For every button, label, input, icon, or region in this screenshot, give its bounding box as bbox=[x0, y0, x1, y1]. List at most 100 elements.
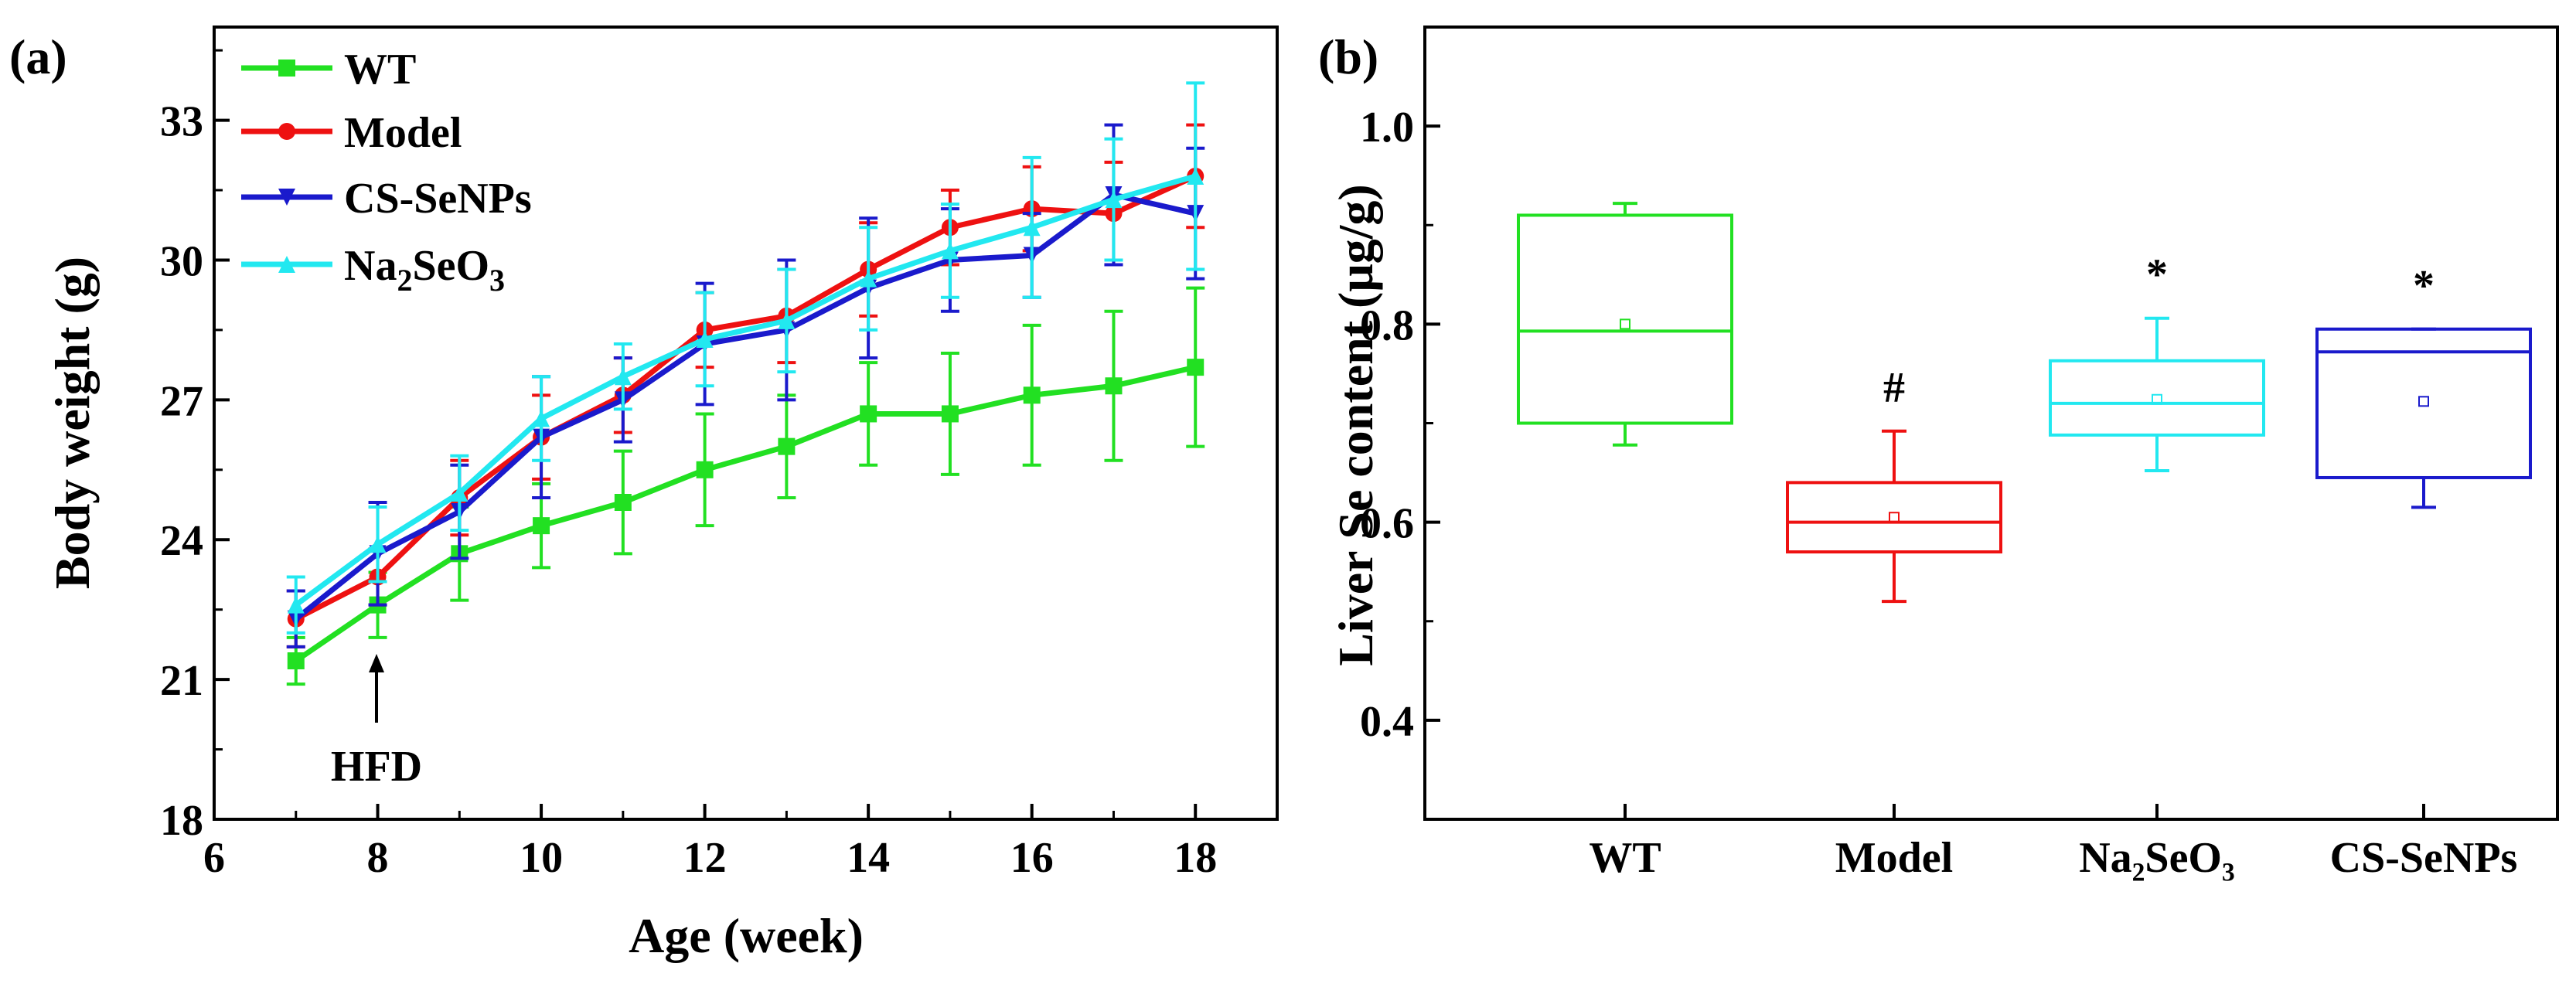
series-na bbox=[286, 81, 1205, 635]
x-tick-label-a: 16 bbox=[1010, 834, 1054, 882]
legend-label: Model bbox=[344, 109, 462, 157]
data-point bbox=[451, 484, 469, 502]
y-tick-label-a: 18 bbox=[160, 797, 203, 845]
y-tick-label-a: 27 bbox=[160, 377, 203, 425]
legend-label-text: WT bbox=[344, 46, 416, 94]
series-layer-a bbox=[286, 81, 1205, 686]
box-3: * bbox=[2049, 251, 2265, 472]
data-point bbox=[941, 242, 959, 260]
legend-label: Na2SeO3 bbox=[344, 242, 505, 298]
hfd-arrow-icon bbox=[369, 654, 384, 672]
data-point bbox=[860, 270, 877, 288]
data-point bbox=[778, 311, 796, 329]
legend-item: CS-SeNPs bbox=[241, 175, 532, 223]
series-line bbox=[294, 364, 1197, 663]
y-tick-label-a: 33 bbox=[160, 98, 203, 146]
x-tick-label-b: Na₂SeO₃ bbox=[2079, 834, 2235, 882]
y-tick-label-b: 0.8 bbox=[1360, 301, 1414, 349]
series-line bbox=[294, 192, 1197, 621]
y-axis-title-b: Liver Se content (μg/g) bbox=[1328, 184, 1383, 665]
data-point bbox=[614, 494, 632, 511]
box-mean bbox=[1620, 318, 1630, 330]
axis-ticks-b: 0.4 0.6 0.8 1.0 WT Model Na₂SeO₃ CS-SeNPs bbox=[1360, 104, 2517, 882]
data-point bbox=[614, 368, 632, 386]
x-axis-title-a: Age (week) bbox=[629, 908, 864, 963]
y-tick-label-a: 24 bbox=[160, 517, 203, 565]
panel-label-b: (b) bbox=[1318, 29, 1378, 84]
data-point bbox=[1187, 359, 1205, 376]
significance-mark: * bbox=[2146, 251, 2168, 299]
legend-label: CS-SeNPs bbox=[344, 175, 532, 223]
legend-marker bbox=[278, 256, 295, 273]
plot-frame-a bbox=[213, 26, 1279, 821]
box-1 bbox=[1517, 202, 1733, 447]
legend-marker bbox=[278, 123, 295, 140]
box-mean bbox=[2418, 396, 2429, 407]
x-tick-label-a: 8 bbox=[367, 834, 389, 882]
data-point bbox=[1187, 167, 1205, 185]
panel-a-body-weight-chart: 6 8 10 12 14 16 18 18 21 24 27 30 33 WT Model CS-SeNPs… bbox=[45, 26, 1279, 963]
legend-item: Na2SeO3 bbox=[241, 242, 505, 298]
x-tick-label-b: Model bbox=[1835, 834, 1953, 882]
x-tick-label-a: 6 bbox=[203, 834, 225, 882]
significance-mark: # bbox=[1883, 364, 1905, 412]
y-tick-label-a: 21 bbox=[160, 657, 203, 705]
data-point bbox=[1023, 386, 1041, 404]
data-point bbox=[941, 405, 959, 423]
legend-label-sub: 2 bbox=[397, 263, 412, 298]
x-tick-label-a: 18 bbox=[1174, 834, 1217, 882]
legend-marker bbox=[278, 60, 295, 77]
series-line bbox=[295, 173, 1197, 621]
legend-marker bbox=[278, 189, 295, 206]
box-mean bbox=[2152, 393, 2162, 405]
data-point bbox=[533, 410, 550, 427]
axis-ticks-a: 6 8 10 12 14 16 18 18 21 24 27 30 33 bbox=[160, 49, 1217, 882]
legend-label-text: SeO bbox=[412, 242, 489, 290]
significance-mark: * bbox=[2413, 262, 2435, 310]
box-iqr bbox=[2315, 327, 2532, 479]
y-tick-label-a: 30 bbox=[160, 237, 203, 285]
data-point bbox=[369, 536, 387, 553]
legend-label-sub: 3 bbox=[489, 263, 505, 298]
data-point bbox=[287, 652, 305, 669]
legend-label: WT bbox=[344, 46, 416, 94]
legend-item: WT bbox=[241, 46, 416, 94]
box-layer-b: # * * bbox=[1517, 202, 2532, 604]
y-tick-label-b: 0.6 bbox=[1360, 500, 1414, 548]
legend-item: Model bbox=[241, 109, 462, 157]
panel-label-a: (a) bbox=[9, 29, 67, 84]
box-iqr bbox=[2049, 359, 2265, 437]
data-point bbox=[1105, 377, 1123, 395]
panel-b-liver-se-chart: 0.4 0.6 0.8 1.0 WT Model Na₂SeO₃ CS-SeNPs # * * L… bbox=[1328, 26, 2559, 882]
x-tick-label-a: 14 bbox=[847, 834, 890, 882]
x-tick-label-a: 12 bbox=[683, 834, 727, 882]
box-iqr bbox=[1517, 213, 1733, 425]
y-tick-label-b: 0.4 bbox=[1360, 698, 1414, 746]
data-point bbox=[287, 596, 305, 614]
data-point bbox=[860, 405, 877, 423]
legend-label-text: Na bbox=[344, 242, 397, 290]
box-mean bbox=[1889, 512, 1900, 523]
x-tick-label-a: 10 bbox=[520, 834, 563, 882]
data-point bbox=[533, 517, 550, 535]
x-tick-label-b: CS-SeNPs bbox=[2330, 834, 2518, 882]
data-point bbox=[778, 437, 796, 455]
legend-a: WT Model CS-SeNPs Na2SeO3 bbox=[241, 46, 532, 298]
y-axis-title-a: Body weight (g) bbox=[45, 257, 100, 589]
series-wt bbox=[286, 286, 1205, 686]
box-4: * bbox=[2315, 262, 2532, 509]
box-iqr bbox=[1786, 481, 2002, 554]
data-point bbox=[696, 330, 714, 348]
y-tick-label-b: 1.0 bbox=[1360, 104, 1414, 151]
data-point bbox=[1105, 191, 1123, 209]
data-point bbox=[696, 461, 714, 478]
legend-label-text: CS-SeNPs bbox=[344, 175, 532, 223]
x-tick-label-b: WT bbox=[1589, 834, 1661, 882]
series-line bbox=[294, 173, 1197, 608]
legend-label-text: Model bbox=[344, 109, 462, 157]
hfd-label: HFD bbox=[331, 743, 422, 791]
data-point bbox=[1023, 219, 1041, 237]
annotation-hfd: HFD bbox=[331, 654, 422, 791]
